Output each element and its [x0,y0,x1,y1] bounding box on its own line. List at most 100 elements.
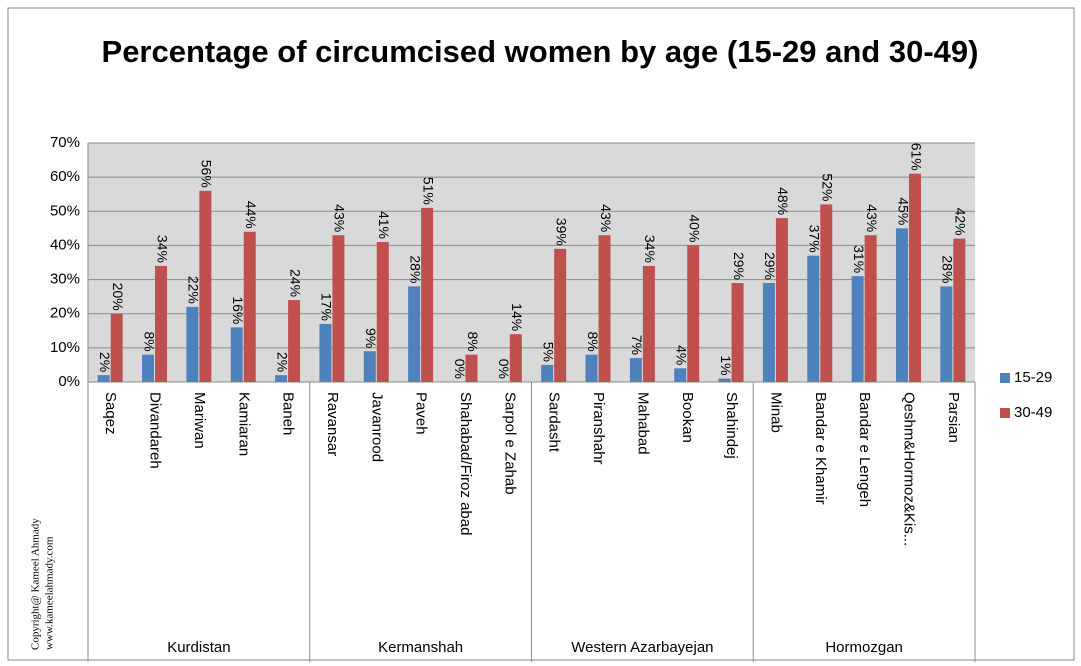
value-label: 51% [420,177,436,205]
copyright: www.kameelahmady.com [44,536,56,650]
bar [629,358,642,382]
value-label: 56% [199,160,215,188]
value-label: 43% [332,204,348,232]
bar [940,286,953,382]
bar [598,235,611,382]
bar [674,368,687,382]
bar [319,323,332,382]
value-label: 28% [940,255,956,283]
value-label: 4% [674,345,690,365]
y-tick-label: 10% [50,339,80,356]
bar [585,354,598,382]
x-tick-label: Qeshm&Hormoz&Kis... [901,392,918,546]
bar [642,265,655,382]
y-tick-label: 70% [50,134,80,151]
x-tick-label: Parsian [945,392,962,443]
bar [97,375,110,382]
bar [509,334,522,382]
bar [186,306,199,382]
value-label: 42% [953,208,969,236]
bar [541,364,554,382]
bar [465,354,478,382]
x-tick-label: Baneh [280,392,297,435]
x-tick-label: Javanrood [368,392,385,462]
bar [731,282,744,382]
value-label: 24% [287,269,303,297]
y-tick-label: 20% [50,305,80,322]
value-label: 5% [540,342,556,362]
value-label: 8% [465,331,481,351]
group-label: Western Azarbayejan [571,639,713,656]
bar [110,313,123,382]
bar [807,255,820,382]
x-tick-label: Sarpol e Zahab [501,392,518,495]
value-label: 29% [731,252,747,280]
x-tick-label: Ravansar [324,392,341,456]
bar [275,375,288,382]
y-tick-label: 30% [50,271,80,288]
bar [895,228,908,382]
plot-area [88,143,975,382]
legend-label: 30-49 [1014,404,1052,421]
value-label: 7% [629,335,645,355]
bar [718,378,731,382]
bar [762,282,775,382]
value-label: 40% [687,214,703,242]
bar [908,173,921,382]
bar [243,231,256,382]
y-tick-label: 60% [50,168,80,185]
x-tick-label: Mahabad [634,392,651,455]
y-tick-label: 0% [58,373,80,390]
value-label: 43% [598,204,614,232]
x-tick-label: Bandar e Lengeh [856,392,873,507]
value-label: 28% [407,255,423,283]
x-tick-label: Mariwan [191,392,208,449]
group-label: Kurdistan [167,639,230,656]
bar [775,218,788,382]
value-label: 31% [851,245,867,273]
value-label: 44% [243,201,259,229]
x-tick-label: Divandareh [147,392,164,469]
value-label: 45% [895,197,911,225]
bar [142,354,155,382]
bar [363,351,376,382]
x-tick-label: Kamiaran [235,392,252,456]
copyright: Copyright@ Kameel Ahmady [30,518,42,650]
value-label: 39% [553,218,569,246]
y-tick-label: 40% [50,236,80,253]
bar [288,300,301,382]
value-label: 41% [376,211,392,239]
x-tick-label: Piranshahr [590,392,607,465]
value-label: 2% [274,352,290,372]
value-label: 17% [319,293,335,321]
value-label: 34% [642,235,658,263]
value-label: 61% [908,143,924,171]
chart-title: Percentage of circumcised women by age (… [101,34,979,69]
value-label: 37% [807,225,823,253]
bar [851,276,864,382]
group-label: Kermanshah [378,639,463,656]
x-tick-label: Shahindej [723,392,740,459]
value-label: 8% [141,331,157,351]
value-label: 8% [585,331,601,351]
value-label: 43% [864,204,880,232]
x-tick-label: Sardasht [546,392,563,453]
value-label: 14% [509,303,525,331]
value-label: 16% [230,296,246,324]
x-tick-label: Bandar e Khamir [812,392,829,505]
x-tick-label: Paveh [413,392,430,435]
bar [820,204,833,382]
bar [687,245,700,382]
value-label: 0% [496,359,512,379]
value-label: 52% [820,173,836,201]
legend-swatch [1000,408,1010,418]
bar [953,238,966,382]
value-label: 48% [775,187,791,215]
value-label: 9% [363,328,379,348]
y-tick-label: 50% [50,202,80,219]
bar [155,265,168,382]
bar [332,235,345,382]
group-label: Hormozgan [825,639,903,656]
